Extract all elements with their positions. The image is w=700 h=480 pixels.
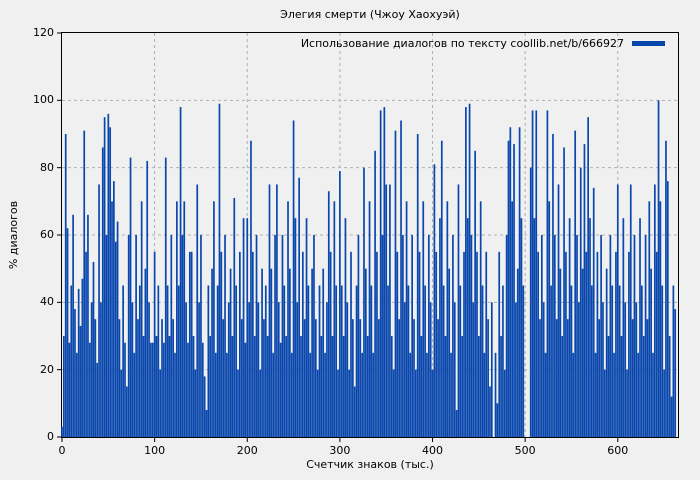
impulse-chart-canvas xyxy=(57,32,678,442)
y-tick-label: 20 xyxy=(40,362,54,376)
plot-area xyxy=(57,32,679,442)
legend-series-label: Использование диалогов по тексту coollib… xyxy=(300,37,624,50)
y-tick-label: 0 xyxy=(47,430,54,443)
x-tick-label: 500 xyxy=(514,444,536,457)
y-tick-label: 120 xyxy=(33,26,54,39)
x-tick-label: 0 xyxy=(58,444,66,457)
y-tick-label: 80 xyxy=(40,160,54,174)
x-axis-label: Счетчик знаков (тыс.) xyxy=(306,458,434,471)
x-tick-label: 100 xyxy=(144,444,166,457)
x-tick-label: 200 xyxy=(236,444,258,457)
y-tick-label: 60 xyxy=(40,228,54,241)
y-tick-label: 100 xyxy=(33,93,54,107)
chart-title: Элегия смерти (Чжоу Хаохуэй) xyxy=(280,8,460,21)
x-tick-label: 600 xyxy=(607,444,629,457)
x-tick-label: 400 xyxy=(422,444,444,457)
y-tick-label: 40 xyxy=(40,295,54,309)
x-tick-label: 300 xyxy=(329,444,351,457)
legend: Использование диалогов по тексту coollib… xyxy=(301,37,665,50)
legend-color-swatch xyxy=(632,41,665,46)
